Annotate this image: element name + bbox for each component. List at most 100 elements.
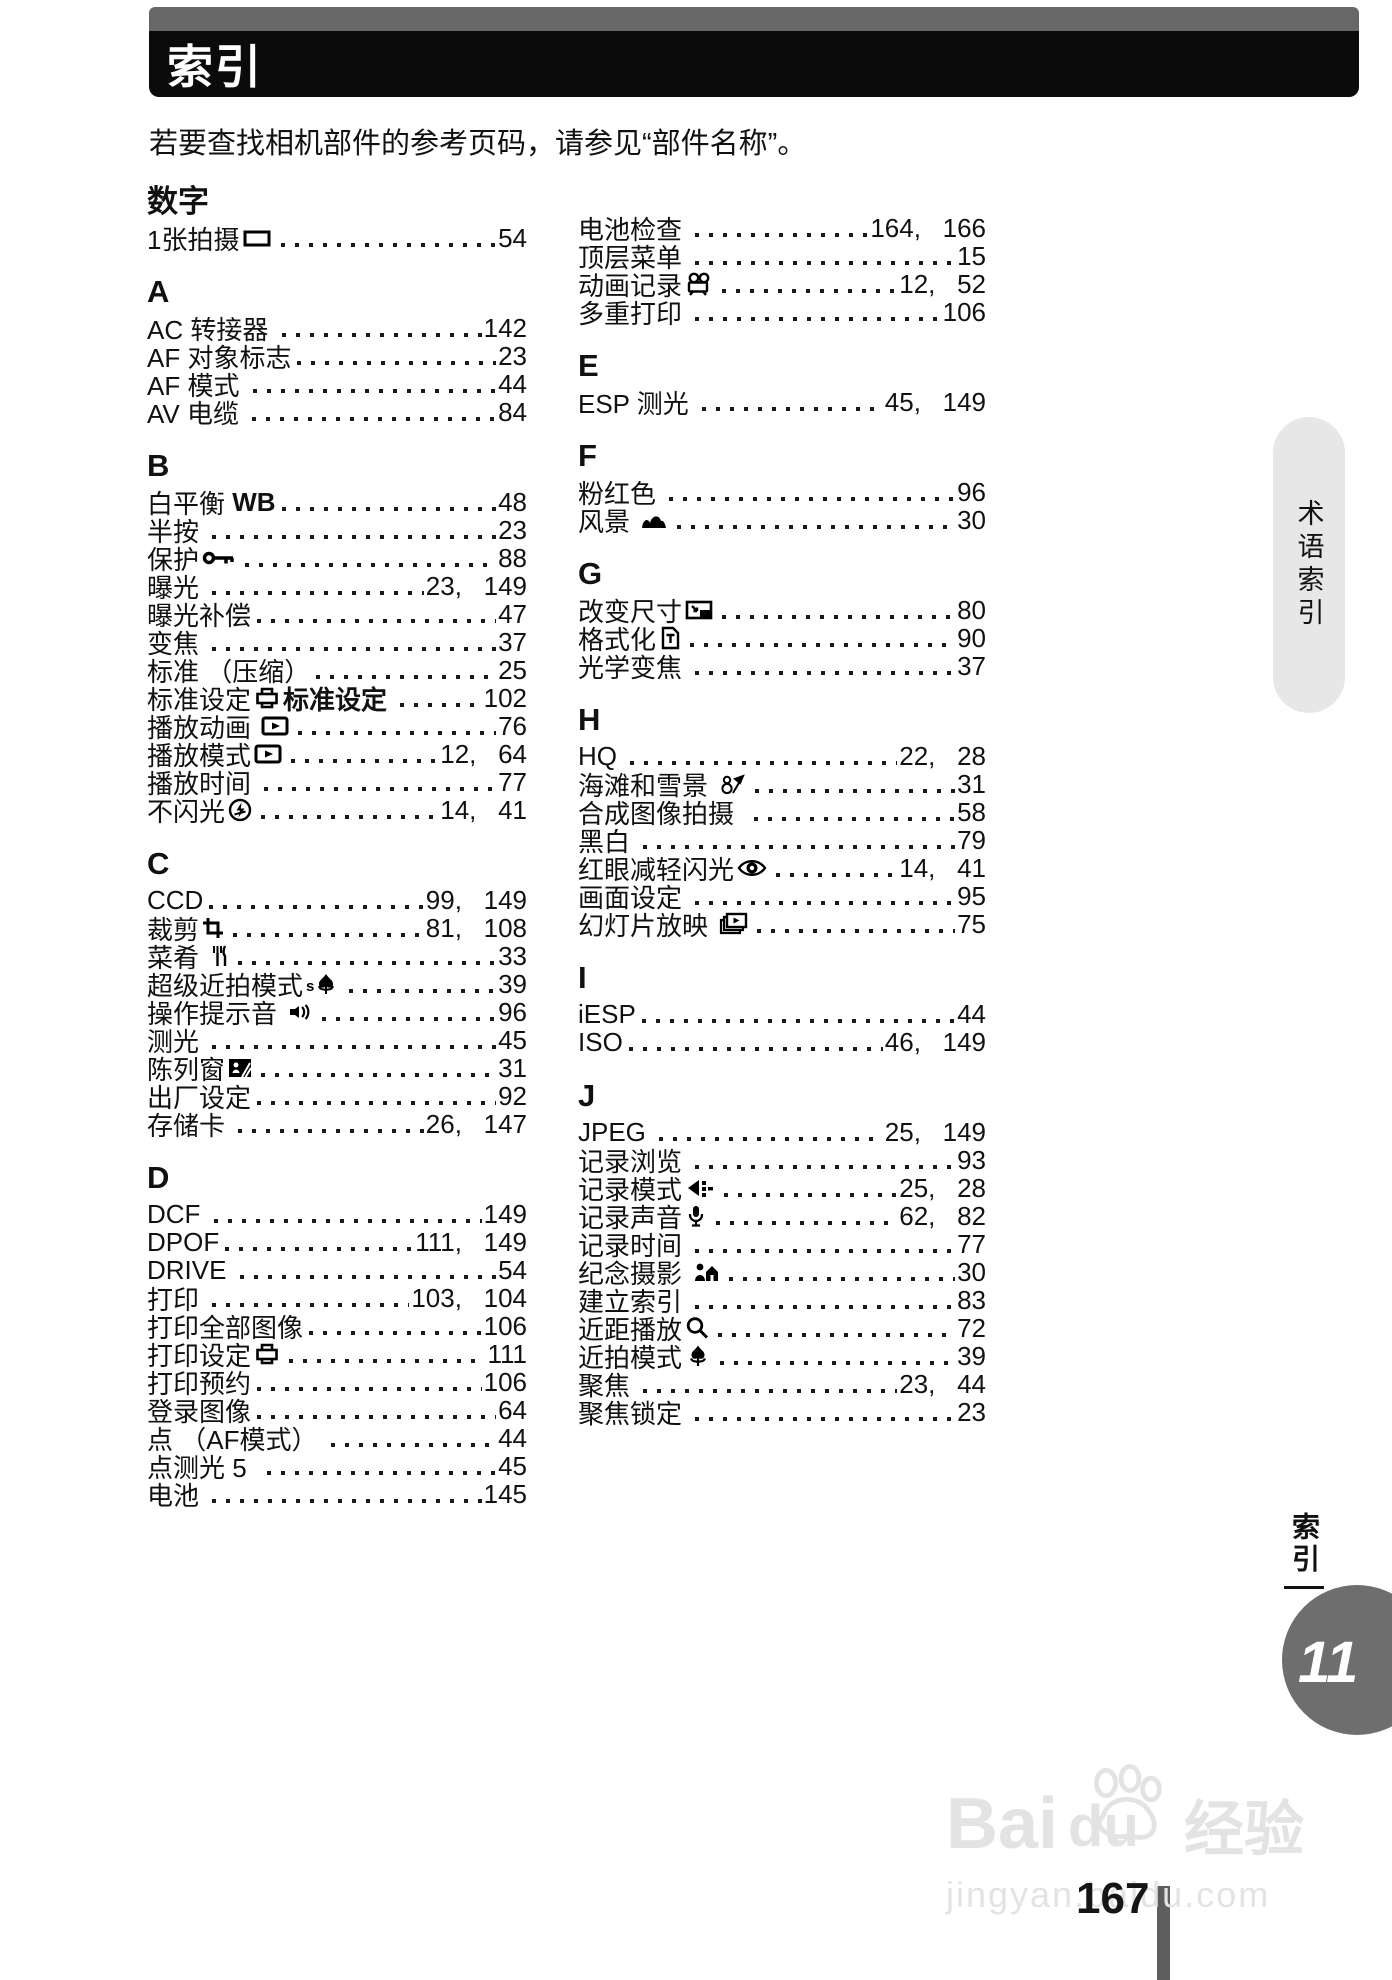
entry-label: 播放模式 <box>147 740 252 771</box>
entry-label: 动画记录 <box>578 270 683 301</box>
dot-leader <box>225 1247 414 1251</box>
index-entry: 多重打印 106 <box>578 297 986 329</box>
entry-label: 登录图像 <box>147 1396 252 1427</box>
memorial-icon <box>692 1260 720 1284</box>
entry-label: 播放时间 <box>147 768 259 799</box>
dot-leader <box>695 1417 956 1421</box>
dot-leader <box>238 961 497 965</box>
index-entry: 标准设定 标准设定 102 <box>147 682 527 715</box>
entry-page-numbers: 83 <box>957 1284 986 1315</box>
entry-page-numbers: 45 <box>498 1024 527 1055</box>
entry-label: 顶层菜单 <box>578 242 690 273</box>
dot-leader <box>261 1073 497 1077</box>
entry-label: AV 电缆 <box>147 398 247 429</box>
entry-page-numbers: 45 <box>498 1450 527 1481</box>
section-letter: B <box>147 448 170 483</box>
page-header-bar: 索引 <box>149 31 1359 97</box>
entry-label: 超级近拍模式 <box>147 970 304 1001</box>
index-entry: DRIVE 54 <box>147 1255 527 1285</box>
entry-page-numbers: 30 <box>957 504 986 535</box>
red-eye-icon <box>737 857 767 879</box>
entry-page-numbers: 96 <box>498 996 527 1027</box>
entry-label: 打印预约 <box>147 1368 252 1399</box>
entry-page-numbers: 37 <box>957 650 986 681</box>
entry-page-numbers: 44 <box>957 998 986 1029</box>
baidu-watermark: Bai du 经验 jingyan.baidu.com <box>946 1764 1304 1916</box>
index-entry: 变焦 37 <box>147 627 527 659</box>
entry-label: 不闪光 <box>147 796 226 827</box>
index-entry: 合成图像拍摄 58 <box>578 796 986 829</box>
watermark-text-bai: Bai <box>946 1784 1059 1864</box>
dot-leader <box>281 243 497 247</box>
index-entry: 裁剪 81, 108 <box>147 912 527 945</box>
index-entry: 电池检查 164, 166 <box>578 213 986 245</box>
intro-text: 若要查找相机部件的参考页码，请参见“部件名称”。 <box>149 128 807 160</box>
index-entry: ESP 测光 45, 149 <box>578 387 986 419</box>
entry-label: 记录模式 <box>578 1174 683 1205</box>
entry-label: 红眼减轻闪光 <box>578 854 735 885</box>
dot-leader <box>281 507 497 511</box>
super-macro-icon: s <box>306 972 340 996</box>
index-entry: 海滩和雪景 31 <box>578 769 986 801</box>
playback-icon <box>254 743 282 765</box>
entry-page-numbers: 23, 44 <box>899 1368 986 1399</box>
bottom-edge-bar <box>1157 1886 1170 1980</box>
entry-page-numbers: 23 <box>957 1396 986 1427</box>
entry-label: 打印 <box>147 1284 207 1315</box>
landscape-icon <box>640 509 668 531</box>
dot-leader <box>669 497 956 501</box>
entry-label: 光学变焦 <box>578 652 690 683</box>
dot-leader <box>628 1047 883 1051</box>
entry-label: 点测光 5 <box>147 1452 262 1483</box>
index-entry: 超级近拍模式 s 39 <box>147 969 527 1001</box>
macro-icon <box>685 1344 711 1368</box>
entry-page-numbers: 88 <box>498 542 527 573</box>
index-entry: 曝光补偿 47 <box>147 599 527 631</box>
entry-label: 曝光 <box>147 572 207 603</box>
entry-label: 菜肴 <box>147 942 207 973</box>
entry-label: 打印全部图像 <box>147 1312 304 1343</box>
beach-snow-icon <box>718 772 746 796</box>
entry-page-numbers: 30 <box>957 1256 986 1287</box>
dot-leader <box>729 1277 956 1281</box>
print-icon <box>254 686 280 710</box>
index-entry: 聚焦锁定 23 <box>578 1396 986 1429</box>
dot-leader <box>257 1101 497 1105</box>
entry-label: 记录声音 <box>578 1202 683 1233</box>
entry-page-numbers: 46, 149 <box>884 1026 986 1057</box>
cuisine-icon <box>209 944 229 968</box>
dot-leader <box>316 675 497 679</box>
index-entry: DPOF 111, 149 <box>147 1226 527 1257</box>
dot-leader <box>212 1499 482 1503</box>
index-entry: 操作提示音 96 <box>147 996 527 1029</box>
entry-page-numbers: 25 <box>498 654 527 685</box>
entry-label: 记录时间 <box>578 1230 690 1261</box>
entry-page-numbers: 102 <box>483 682 527 713</box>
index-entry: AC 转接器 142 <box>147 312 527 345</box>
entry-page-numbers: 81, 108 <box>425 912 527 943</box>
index-entry: CCD 99, 149 <box>147 885 527 915</box>
index-entry: 出厂设定 92 <box>147 1081 527 1113</box>
entry-label-bold: WB <box>232 486 276 517</box>
chapter-number: 11 <box>1298 1630 1359 1695</box>
index-entry: 画面设定 95 <box>578 881 986 913</box>
flash-off-icon <box>228 798 252 822</box>
index-entry: 顶层菜单 15 <box>578 241 986 273</box>
entry-label: 近拍模式 <box>578 1342 683 1373</box>
entry-page-numbers: 80 <box>957 594 986 625</box>
dot-leader <box>267 1471 497 1475</box>
entry-page-numbers: 142 <box>483 312 527 343</box>
entry-page-numbers: 106 <box>483 1310 527 1341</box>
dot-leader <box>238 1129 424 1133</box>
movie-icon <box>685 272 713 296</box>
section-letter: A <box>147 274 170 309</box>
section-letter: J <box>578 1078 596 1113</box>
index-entry: 播放时间 77 <box>147 767 527 799</box>
entry-page-numbers: 58 <box>957 796 986 827</box>
entry-page-numbers: 14, 41 <box>440 794 527 825</box>
entry-label: AF 模式 <box>147 370 247 401</box>
entry-page-numbers: 76 <box>498 710 527 741</box>
crop-icon <box>202 917 224 939</box>
entry-page-numbers: 111, 149 <box>415 1226 527 1257</box>
entry-label: 粉红色 <box>578 478 664 509</box>
